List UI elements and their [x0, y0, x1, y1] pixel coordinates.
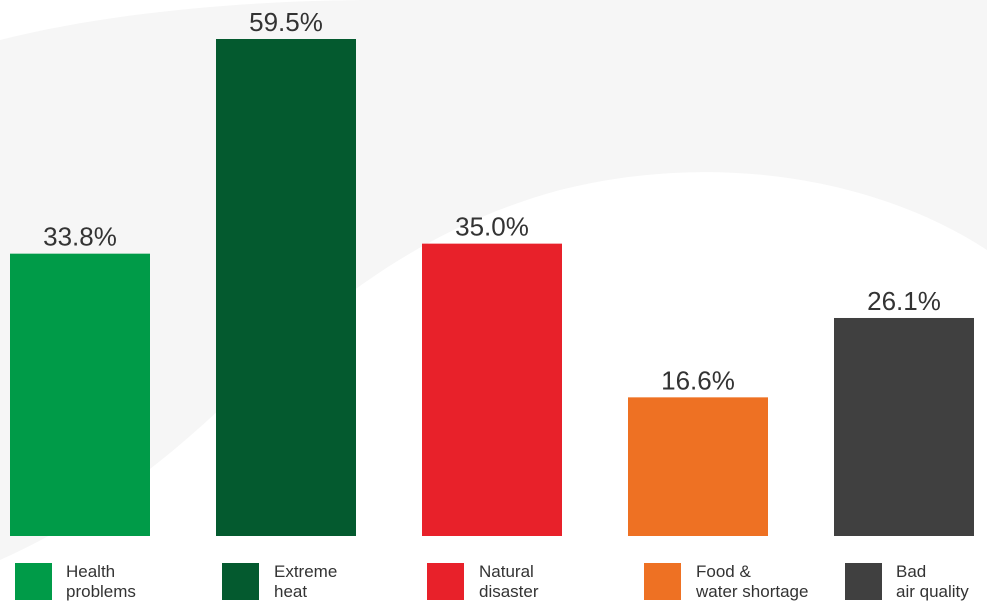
legend: Health problems Extreme heat Natural dis… [0, 562, 987, 604]
legend-swatch [845, 563, 882, 600]
bar-food-water-shortage [628, 397, 768, 536]
legend-label: Bad air quality [896, 562, 969, 601]
bar-bad-air-quality [834, 317, 974, 536]
legend-label: Food & water shortage [696, 562, 809, 601]
value-label-extreme-heat: 59.5% [249, 7, 323, 37]
value-label-bad-air-quality: 26.1% [867, 286, 941, 316]
legend-swatch [222, 563, 259, 600]
bar-extreme-heat [216, 39, 356, 536]
legend-swatch [427, 563, 464, 600]
value-label-food-water-shortage: 16.6% [661, 365, 735, 395]
legend-swatch [15, 563, 52, 600]
value-label-health-problems: 33.8% [43, 222, 117, 252]
legend-label: Extreme heat [274, 562, 338, 601]
legend-label: Natural disaster [479, 562, 539, 601]
legend-label: Health problems [66, 562, 136, 601]
value-label-natural-disaster: 35.0% [455, 212, 529, 242]
bar-natural-disaster [422, 243, 562, 536]
bar-health-problems [10, 253, 150, 536]
legend-swatch [644, 563, 681, 600]
